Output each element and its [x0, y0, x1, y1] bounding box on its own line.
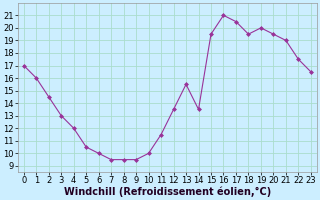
- X-axis label: Windchill (Refroidissement éolien,°C): Windchill (Refroidissement éolien,°C): [64, 187, 271, 197]
